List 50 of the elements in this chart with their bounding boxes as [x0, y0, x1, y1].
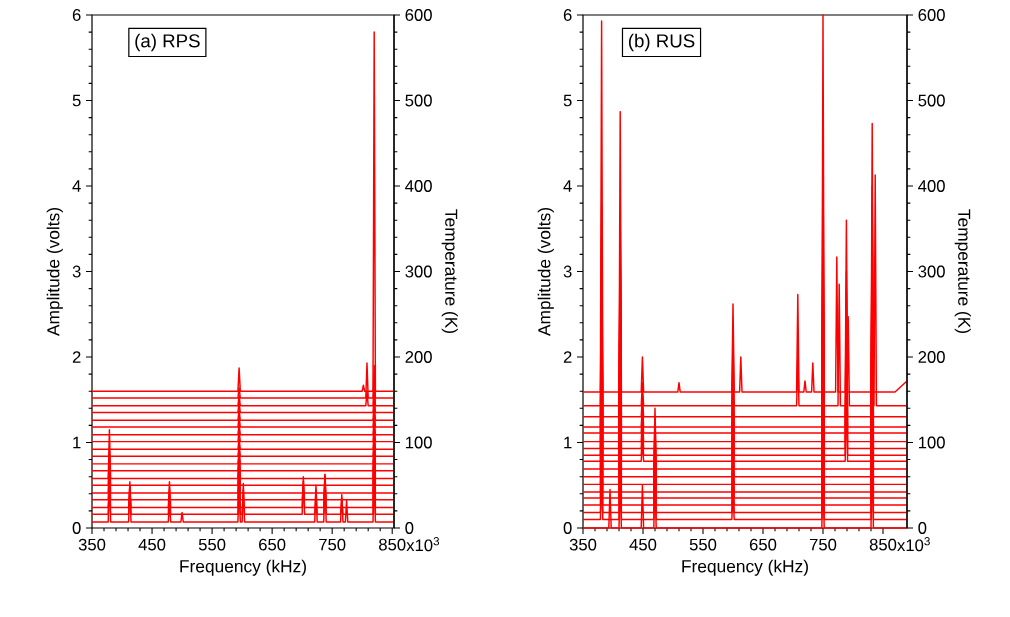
text: x10$^{3}$ [897, 537, 930, 552]
y-tick-label: 6 [563, 9, 572, 21]
x-tick-label: 850 [379, 538, 406, 551]
y-tick-label: 2 [72, 351, 81, 363]
y-tick-label: 6 [72, 9, 81, 21]
y-tick-label: 5 [72, 94, 81, 107]
y2-tick-label: 600 [918, 9, 945, 21]
y2-tick-label: 400 [918, 180, 945, 192]
y-tick-label: 3 [72, 265, 81, 278]
y-tick-label: 1 [73, 436, 81, 449]
y2-tick-label: 300 [405, 265, 432, 278]
y2-tick-label: 0 [918, 522, 927, 534]
y-tick-label: 1 [564, 436, 572, 449]
y2-tick-label: 600 [405, 9, 432, 21]
x-tick-label: 450 [629, 538, 657, 551]
y2-tick-label: 100 [406, 436, 432, 449]
x-tick-label: 350 [569, 538, 597, 551]
x-axis-title: Frequency (kHz) [682, 559, 808, 576]
annotation: (b) RUS [628, 33, 695, 52]
y2-tick-label: 300 [918, 265, 945, 278]
x-tick-label: 350 [78, 538, 106, 551]
x-tick-label: 750 [319, 538, 346, 551]
y2-tick-label: 500 [918, 94, 945, 107]
y2-tick-label: 200 [918, 351, 945, 363]
x-tick-label: 750 [809, 538, 837, 551]
y-tick-label: 3 [563, 265, 572, 278]
y-tick-label: 4 [563, 180, 572, 192]
y2-axis-title: Temperature (K) [954, 209, 971, 334]
x-tick-label: 650 [259, 538, 286, 551]
x-tick-label: 850 [869, 538, 897, 551]
y2-axis-title: Temperature (K) [441, 209, 458, 334]
y-axis-title: Amplitude (volts) [46, 208, 63, 336]
annotation: (a) RPS [135, 33, 200, 52]
x-axis-title: Frequency (kHz) [180, 559, 306, 576]
text: x10$^{3}$ [406, 537, 440, 552]
y-tick-label: 0 [72, 522, 81, 534]
y2-tick-label: 0 [405, 522, 414, 534]
y-tick-label: 0 [563, 522, 572, 534]
y-axis-title: Amplitude (volts) [537, 208, 554, 336]
x-tick-label: 450 [138, 538, 166, 551]
y2-tick-label: 500 [405, 94, 432, 107]
x-tick-label: 550 [198, 538, 226, 551]
y-tick-label: 5 [563, 94, 572, 107]
y-tick-label: 4 [72, 180, 81, 192]
y2-tick-label: 100 [918, 436, 945, 449]
x-tick-label: 550 [689, 538, 717, 551]
x-tick-label: 650 [749, 538, 777, 551]
y2-tick-label: 200 [405, 351, 432, 363]
y2-tick-label: 400 [405, 180, 432, 192]
y-tick-label: 2 [563, 351, 572, 363]
